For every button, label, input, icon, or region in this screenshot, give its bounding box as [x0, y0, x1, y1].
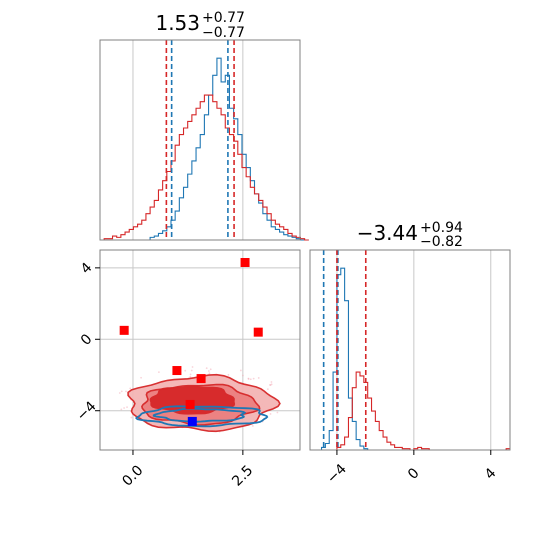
- sample-dot: [123, 407, 125, 409]
- title-right-panel: −3.44 +0.94 −0.82: [357, 220, 463, 250]
- marginal-histogram-top: [99, 39, 309, 241]
- sample-dot: [205, 367, 208, 370]
- sample-dot: [227, 373, 230, 376]
- sample-dot: [276, 411, 279, 414]
- sample-dot: [270, 381, 273, 383]
- sample-dot: [126, 406, 128, 409]
- sample-dot: [269, 413, 272, 415]
- marker-red: [196, 374, 206, 384]
- marker-red: [172, 366, 182, 376]
- sample-dot: [189, 373, 192, 376]
- histogram-series-red: [310, 371, 510, 451]
- title-right-lower: −0.82: [420, 234, 463, 250]
- sample-dot: [242, 374, 244, 377]
- sample-dot: [247, 378, 250, 380]
- sample-dot: [120, 390, 123, 393]
- sample-dot: [184, 369, 187, 372]
- title-top-value: 1.53: [155, 11, 200, 35]
- x-tick-label: 0.0: [119, 462, 146, 489]
- panel-frame: [309, 249, 511, 451]
- marker-red: [185, 399, 195, 409]
- marker-red: [119, 325, 129, 335]
- contour-outer-blue: [134, 405, 269, 428]
- sample-dot: [251, 425, 254, 427]
- title-top-panel: 1.53 +0.77 −0.77: [155, 10, 244, 41]
- sample-dot: [207, 370, 210, 372]
- joint-scatter-panel: 0.0 2.5 −4 0 4: [74, 249, 301, 490]
- sample-dot: [189, 375, 192, 378]
- y-tick-label: 0: [78, 331, 96, 349]
- y-tick-label: 4: [78, 260, 96, 278]
- sample-dot: [252, 377, 255, 380]
- title-right-value: −3.44: [357, 221, 418, 245]
- x-tick-label: 4: [482, 465, 500, 483]
- y-tick-label: −4: [74, 398, 100, 424]
- x-tick-label: 2.5: [229, 462, 256, 489]
- marker-red: [240, 258, 250, 267]
- panel-frame: [99, 249, 301, 451]
- sample-dot: [140, 376, 142, 379]
- x-tick-label: −4: [324, 461, 350, 487]
- sample-dot: [249, 378, 252, 381]
- title-right-upper: +0.94: [420, 220, 463, 236]
- marker-blue: [187, 416, 197, 426]
- sample-dot: [190, 369, 193, 372]
- sample-dot: [209, 368, 212, 371]
- sample-dot: [257, 377, 260, 379]
- sample-dot: [120, 408, 123, 411]
- sample-dot: [157, 371, 160, 374]
- histogram-series-red: [100, 94, 309, 241]
- sample-dot: [191, 366, 194, 368]
- contour-inner-blue: [152, 407, 247, 423]
- marker-red: [253, 327, 263, 337]
- histogram-series-blue: [100, 57, 309, 241]
- sample-dot: [269, 384, 272, 387]
- title-top-lower: −0.77: [202, 25, 245, 41]
- marginal-histogram-right: −4 0 4: [309, 249, 511, 487]
- sample-dot: [118, 392, 121, 394]
- histogram-series-blue: [310, 267, 510, 451]
- x-tick-label: 0: [405, 465, 423, 483]
- sample-dot: [130, 416, 133, 419]
- panel-frame: [99, 39, 301, 241]
- sample-dot: [239, 369, 242, 372]
- sample-dot: [125, 390, 127, 393]
- sample-dot: [266, 388, 269, 391]
- sample-dot: [208, 372, 211, 375]
- sample-dot: [129, 387, 132, 390]
- title-top-upper: +0.77: [202, 10, 245, 26]
